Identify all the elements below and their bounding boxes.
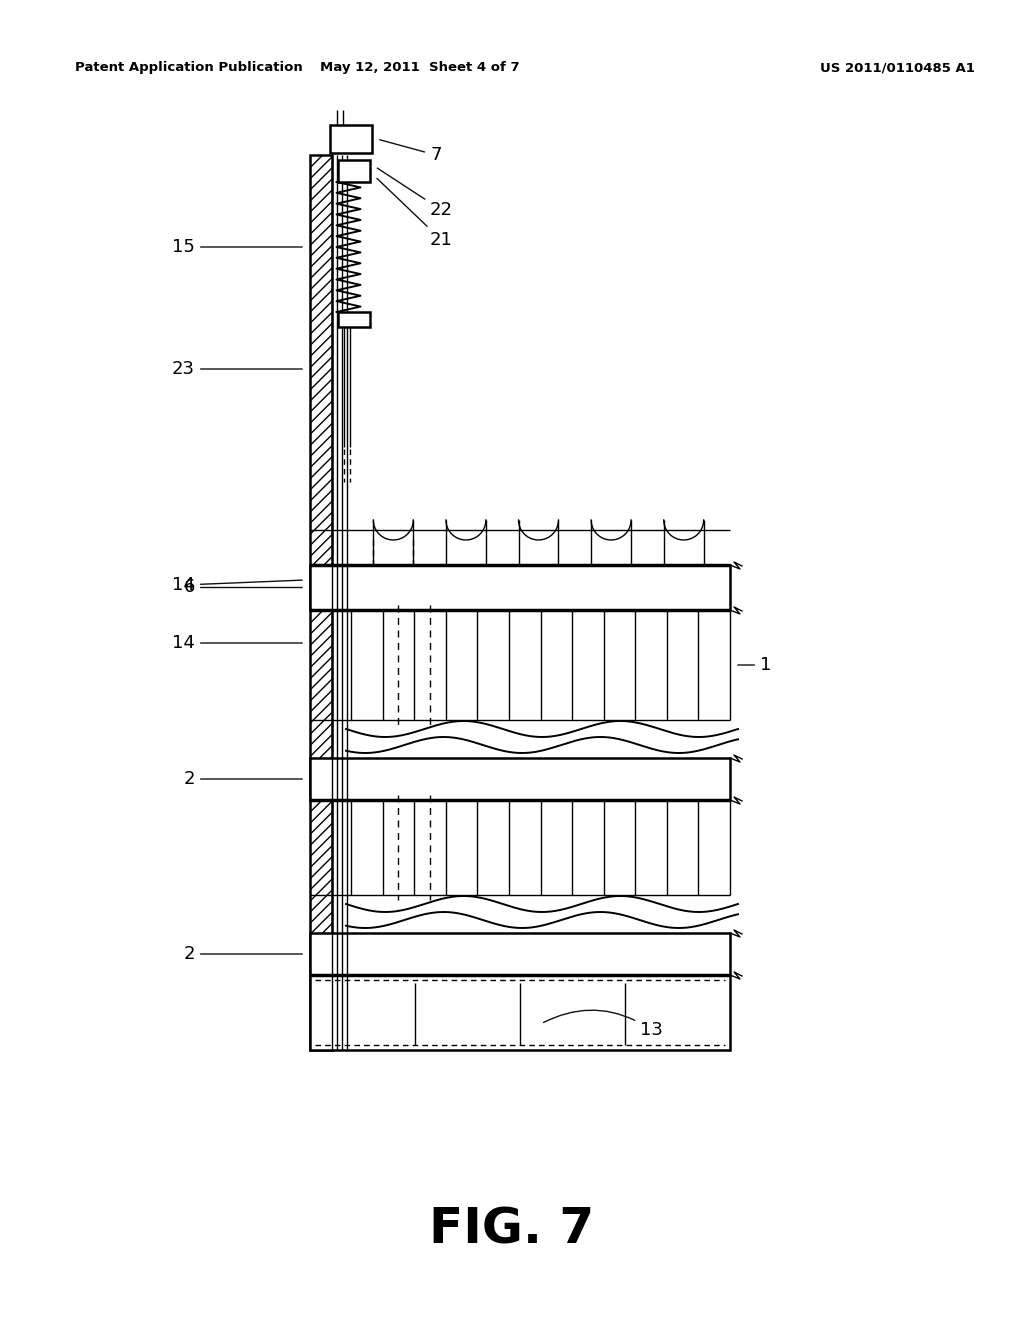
Text: 6: 6 — [183, 578, 302, 597]
Bar — [310, 565, 730, 610]
Text: 15: 15 — [172, 238, 302, 256]
Text: 22: 22 — [377, 168, 453, 219]
Text: 7: 7 — [380, 140, 441, 164]
Text: 23: 23 — [172, 360, 302, 378]
Bar — [330, 125, 372, 153]
Bar — [310, 975, 730, 1049]
Text: US 2011/0110485 A1: US 2011/0110485 A1 — [820, 62, 975, 74]
Bar — [338, 312, 370, 327]
Bar — [310, 758, 730, 800]
Text: 2: 2 — [183, 945, 302, 964]
Text: 14: 14 — [172, 576, 302, 594]
Bar — [310, 933, 730, 975]
Text: 21: 21 — [377, 178, 453, 249]
Text: 2: 2 — [183, 770, 302, 788]
Text: FIG. 7: FIG. 7 — [429, 1206, 595, 1254]
Bar — [338, 160, 370, 182]
Text: Patent Application Publication: Patent Application Publication — [75, 62, 303, 74]
Text: May 12, 2011  Sheet 4 of 7: May 12, 2011 Sheet 4 of 7 — [321, 62, 520, 74]
Text: 13: 13 — [544, 1010, 663, 1039]
Text: 1: 1 — [737, 656, 771, 675]
Bar — [310, 154, 332, 1049]
Text: 14: 14 — [172, 634, 302, 652]
